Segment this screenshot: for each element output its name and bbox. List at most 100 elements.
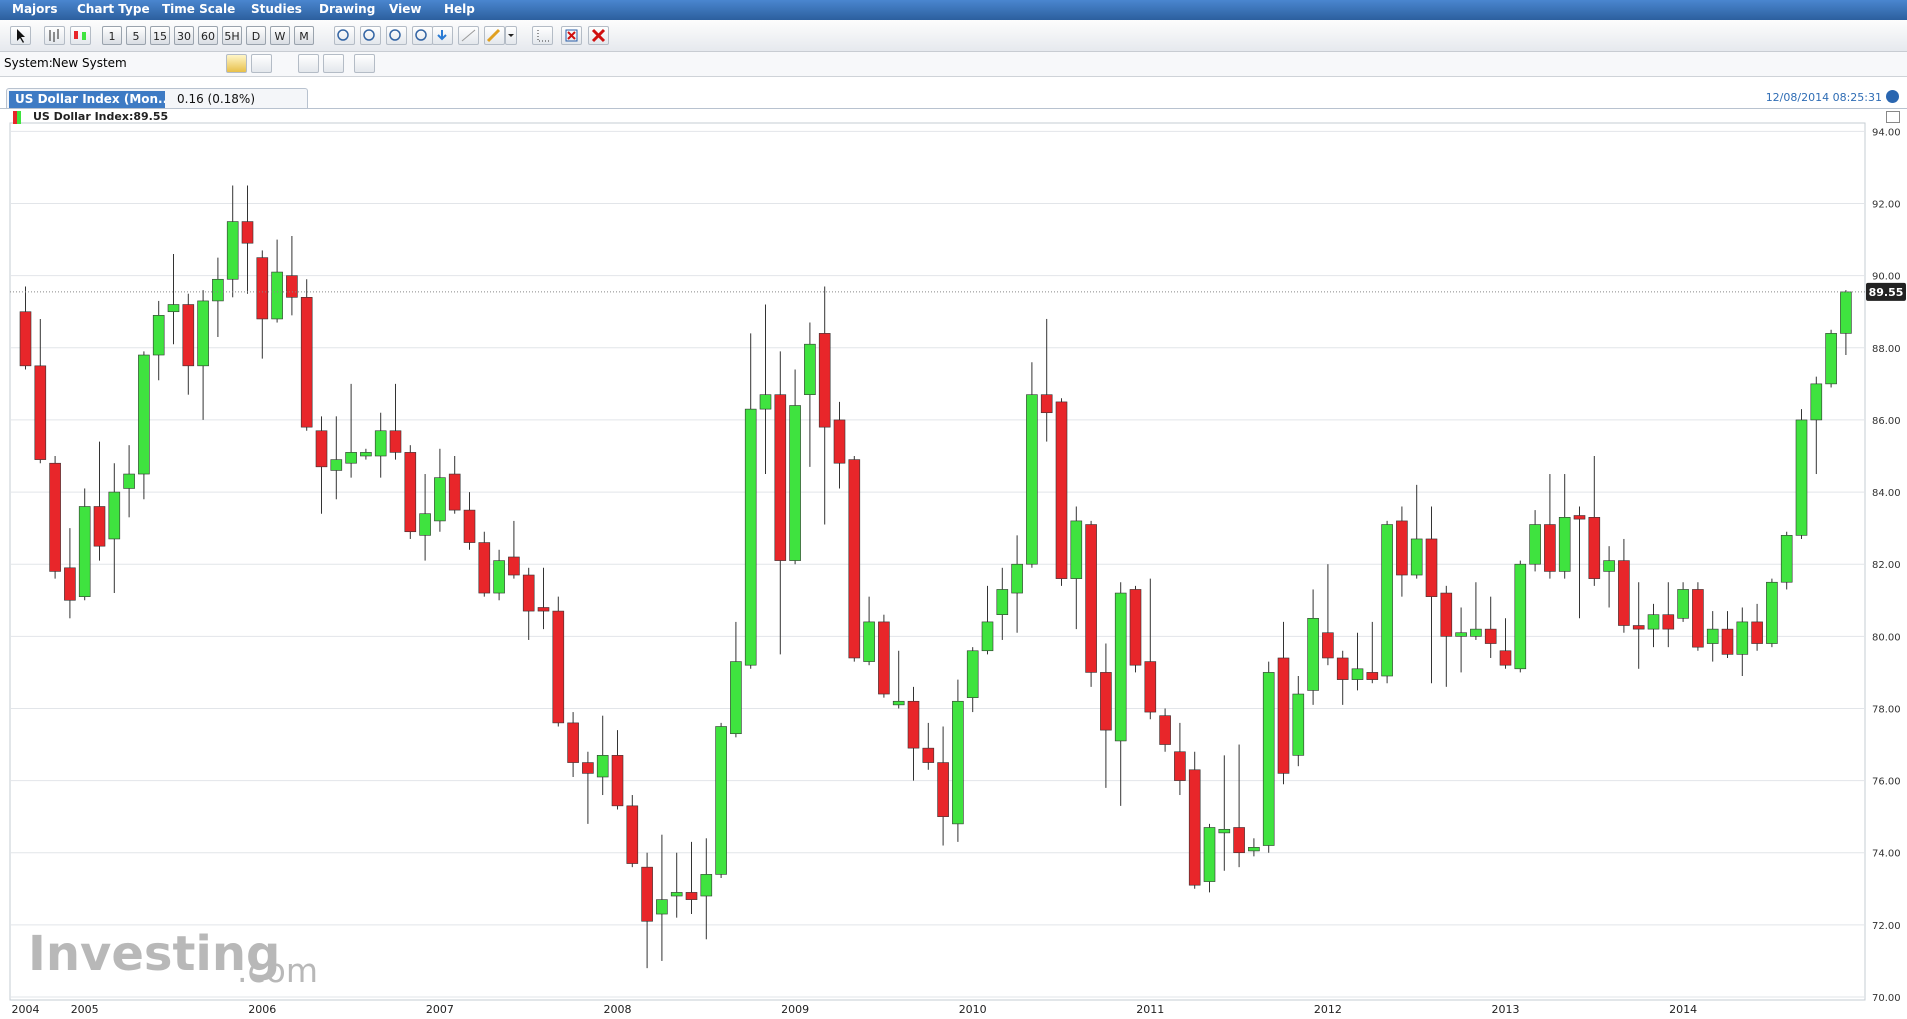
settings-icon[interactable] — [1886, 90, 1899, 103]
candle-body — [1766, 581, 1778, 644]
tab-title: US Dollar Index (Mon... — [9, 91, 165, 108]
candle-body — [1366, 672, 1379, 680]
candle-body — [1840, 291, 1852, 334]
bar-chart-tool[interactable] — [44, 26, 65, 45]
candle-body — [345, 452, 357, 464]
candle-body — [1440, 592, 1453, 637]
candle-body — [138, 354, 150, 475]
delete-selected[interactable] — [561, 26, 582, 45]
watermark-brand: Investing — [28, 926, 280, 982]
candle-body — [108, 491, 121, 540]
candle-body — [730, 661, 742, 735]
line-tool[interactable] — [458, 26, 479, 45]
menu-item[interactable]: Chart Type — [77, 2, 150, 16]
x-tick-label: 2011 — [1136, 1003, 1164, 1016]
candle-body — [315, 430, 328, 468]
candle-body — [1174, 751, 1186, 781]
candle-body — [1396, 520, 1408, 576]
interval-button[interactable]: 5H — [222, 26, 242, 45]
instrument-tab[interactable]: US Dollar Index (Mon... 0.16 (0.18%) — [6, 88, 308, 109]
interval-button[interactable]: 5 — [126, 26, 146, 45]
pen-tool[interactable] — [484, 26, 505, 45]
zoom-fit[interactable] — [386, 26, 407, 45]
interval-button[interactable]: D — [246, 26, 266, 45]
menu-item[interactable]: Majors — [12, 2, 58, 16]
pointer-tool[interactable] — [10, 26, 31, 45]
fullscreen[interactable] — [354, 54, 375, 73]
candle-body — [1307, 617, 1319, 691]
candle-body — [552, 610, 565, 724]
candle-body — [404, 452, 417, 533]
candle-body — [1055, 401, 1068, 579]
x-tick-label: 2006 — [248, 1003, 276, 1016]
dotted-line-tool[interactable] — [532, 26, 553, 45]
menu-item[interactable]: Drawing — [319, 2, 376, 16]
candle-body — [1499, 650, 1512, 666]
candle-body — [478, 542, 491, 594]
candle-body — [966, 650, 979, 698]
download[interactable] — [432, 26, 453, 45]
zoom-out[interactable] — [360, 26, 381, 45]
interval-button[interactable]: 1 — [102, 26, 122, 45]
menu-item[interactable]: View — [389, 2, 422, 16]
y-tick-label: 88.00 — [1872, 344, 1901, 355]
candle-body — [937, 762, 949, 817]
last-value-box — [1866, 282, 1906, 301]
menu-item[interactable]: Studies — [251, 2, 302, 16]
menu-item[interactable]: Time Scale — [162, 2, 236, 16]
x-tick-label: 2008 — [604, 1003, 632, 1016]
candle-body — [892, 700, 905, 706]
candle-body — [952, 700, 964, 825]
interval-button[interactable]: M — [294, 26, 314, 45]
watermark-suffix: .com — [237, 951, 318, 990]
interval-button[interactable]: 30 — [174, 26, 194, 45]
candle-chart-tool[interactable] — [70, 26, 91, 45]
last-value-label: 89.55 — [1869, 286, 1904, 299]
grid — [10, 130, 1865, 998]
candle-body — [1795, 419, 1808, 536]
y-tick-label: 92.00 — [1872, 200, 1901, 211]
pen-dropdown[interactable] — [505, 26, 517, 45]
candle-body — [1040, 394, 1053, 414]
minimize-pane[interactable] — [1886, 111, 1900, 123]
candle-body — [1336, 657, 1349, 680]
candle-body — [878, 621, 890, 695]
candle-body — [152, 315, 165, 356]
system-value[interactable]: New System — [52, 56, 127, 70]
candle-body — [1810, 383, 1823, 421]
x-tick-label: 2007 — [426, 1003, 454, 1016]
candle-body — [389, 430, 402, 453]
candle-body — [1573, 515, 1586, 520]
candle-body — [981, 621, 994, 652]
zoom-reset[interactable] — [412, 26, 433, 45]
layout[interactable] — [323, 54, 344, 73]
candle-body — [1825, 333, 1837, 385]
candle-body — [1114, 592, 1127, 742]
candle-body — [123, 473, 135, 489]
menu-bar: Majors Chart Type Time Scale Studies Drawing… — [0, 0, 1907, 20]
candle-body — [493, 560, 505, 594]
candle-body — [1721, 628, 1734, 655]
candle-body — [167, 304, 180, 313]
menu-item[interactable]: Help — [444, 2, 475, 16]
delete-all[interactable] — [588, 26, 609, 45]
x-tick-label: 2012 — [1314, 1003, 1342, 1016]
candle-body — [1262, 672, 1275, 846]
candle-body — [996, 589, 1009, 615]
candle-body — [641, 866, 653, 922]
zoom-in[interactable] — [334, 26, 355, 45]
system-open[interactable] — [226, 54, 247, 73]
candle-body — [1277, 657, 1290, 774]
interval-button[interactable]: 60 — [198, 26, 218, 45]
candle-body — [34, 365, 47, 460]
candle-body — [434, 477, 446, 522]
print[interactable] — [298, 54, 319, 73]
interval-button[interactable]: 15 — [150, 26, 170, 45]
x-tick-label: 2010 — [959, 1003, 987, 1016]
candle-body — [1558, 517, 1571, 572]
y-tick-label: 94.00 — [1872, 127, 1901, 138]
system-save[interactable] — [251, 54, 272, 73]
candle-body — [1218, 828, 1231, 834]
interval-button[interactable]: W — [270, 26, 290, 45]
